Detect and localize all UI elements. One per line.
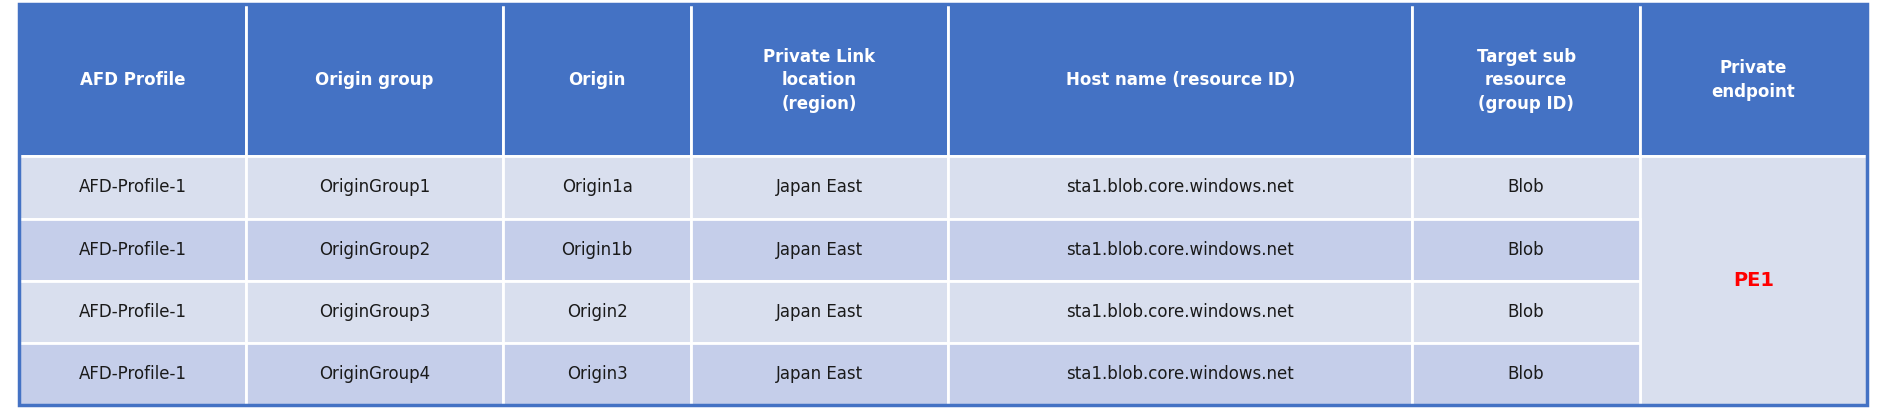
Text: OriginGroup4: OriginGroup4	[319, 365, 430, 383]
Text: Japan East: Japan East	[775, 303, 864, 321]
Text: AFD-Profile-1: AFD-Profile-1	[79, 178, 187, 196]
Bar	[1413, 281, 1639, 343]
Bar	[247, 343, 504, 405]
Text: Blob: Blob	[1507, 240, 1545, 258]
Bar	[1413, 4, 1639, 156]
Text: Japan East: Japan East	[775, 178, 864, 196]
Text: AFD-Profile-1: AFD-Profile-1	[79, 365, 187, 383]
Bar	[19, 4, 247, 156]
Bar	[504, 156, 690, 218]
Text: Private
endpoint: Private endpoint	[1712, 59, 1795, 101]
Text: Origin3: Origin3	[566, 365, 628, 383]
Text: Origin group: Origin group	[315, 71, 434, 89]
Bar	[1413, 343, 1639, 405]
Text: PE1: PE1	[1733, 271, 1775, 290]
Text: Japan East: Japan East	[775, 365, 864, 383]
Bar	[949, 218, 1413, 281]
Text: Origin1a: Origin1a	[562, 178, 632, 196]
Text: AFD-Profile-1: AFD-Profile-1	[79, 240, 187, 258]
Bar	[690, 156, 949, 218]
Text: Target sub
resource
(group ID): Target sub resource (group ID)	[1477, 47, 1575, 113]
Text: AFD Profile: AFD Profile	[79, 71, 185, 89]
Bar	[1639, 156, 1867, 405]
Text: AFD-Profile-1: AFD-Profile-1	[79, 303, 187, 321]
Text: Origin1b: Origin1b	[562, 240, 632, 258]
Bar	[690, 4, 949, 156]
Bar	[504, 281, 690, 343]
Bar	[690, 343, 949, 405]
Bar	[949, 281, 1413, 343]
Text: OriginGroup2: OriginGroup2	[319, 240, 430, 258]
Text: Host name (resource ID): Host name (resource ID)	[1066, 71, 1296, 89]
Bar	[690, 281, 949, 343]
Text: Blob: Blob	[1507, 303, 1545, 321]
Bar	[949, 4, 1413, 156]
Bar	[247, 156, 504, 218]
Bar	[1413, 218, 1639, 281]
Bar	[247, 4, 504, 156]
Bar	[504, 343, 690, 405]
Bar	[949, 156, 1413, 218]
Bar	[504, 218, 690, 281]
Text: Origin2: Origin2	[566, 303, 628, 321]
Bar	[19, 281, 247, 343]
Text: OriginGroup3: OriginGroup3	[319, 303, 430, 321]
Bar	[690, 218, 949, 281]
Text: sta1.blob.core.windows.net: sta1.blob.core.windows.net	[1066, 240, 1294, 258]
Bar	[19, 156, 247, 218]
Bar	[1413, 156, 1639, 218]
Text: sta1.blob.core.windows.net: sta1.blob.core.windows.net	[1066, 178, 1294, 196]
Text: Blob: Blob	[1507, 178, 1545, 196]
Bar	[19, 218, 247, 281]
Bar	[247, 281, 504, 343]
Text: sta1.blob.core.windows.net: sta1.blob.core.windows.net	[1066, 365, 1294, 383]
Bar	[1639, 4, 1867, 156]
Text: Japan East: Japan East	[775, 240, 864, 258]
Text: Origin: Origin	[568, 71, 626, 89]
Bar	[19, 343, 247, 405]
Text: Blob: Blob	[1507, 365, 1545, 383]
Bar	[247, 218, 504, 281]
Text: Private Link
location
(region): Private Link location (region)	[764, 47, 875, 113]
Text: sta1.blob.core.windows.net: sta1.blob.core.windows.net	[1066, 303, 1294, 321]
Bar	[504, 4, 690, 156]
Bar	[949, 343, 1413, 405]
Text: OriginGroup1: OriginGroup1	[319, 178, 430, 196]
